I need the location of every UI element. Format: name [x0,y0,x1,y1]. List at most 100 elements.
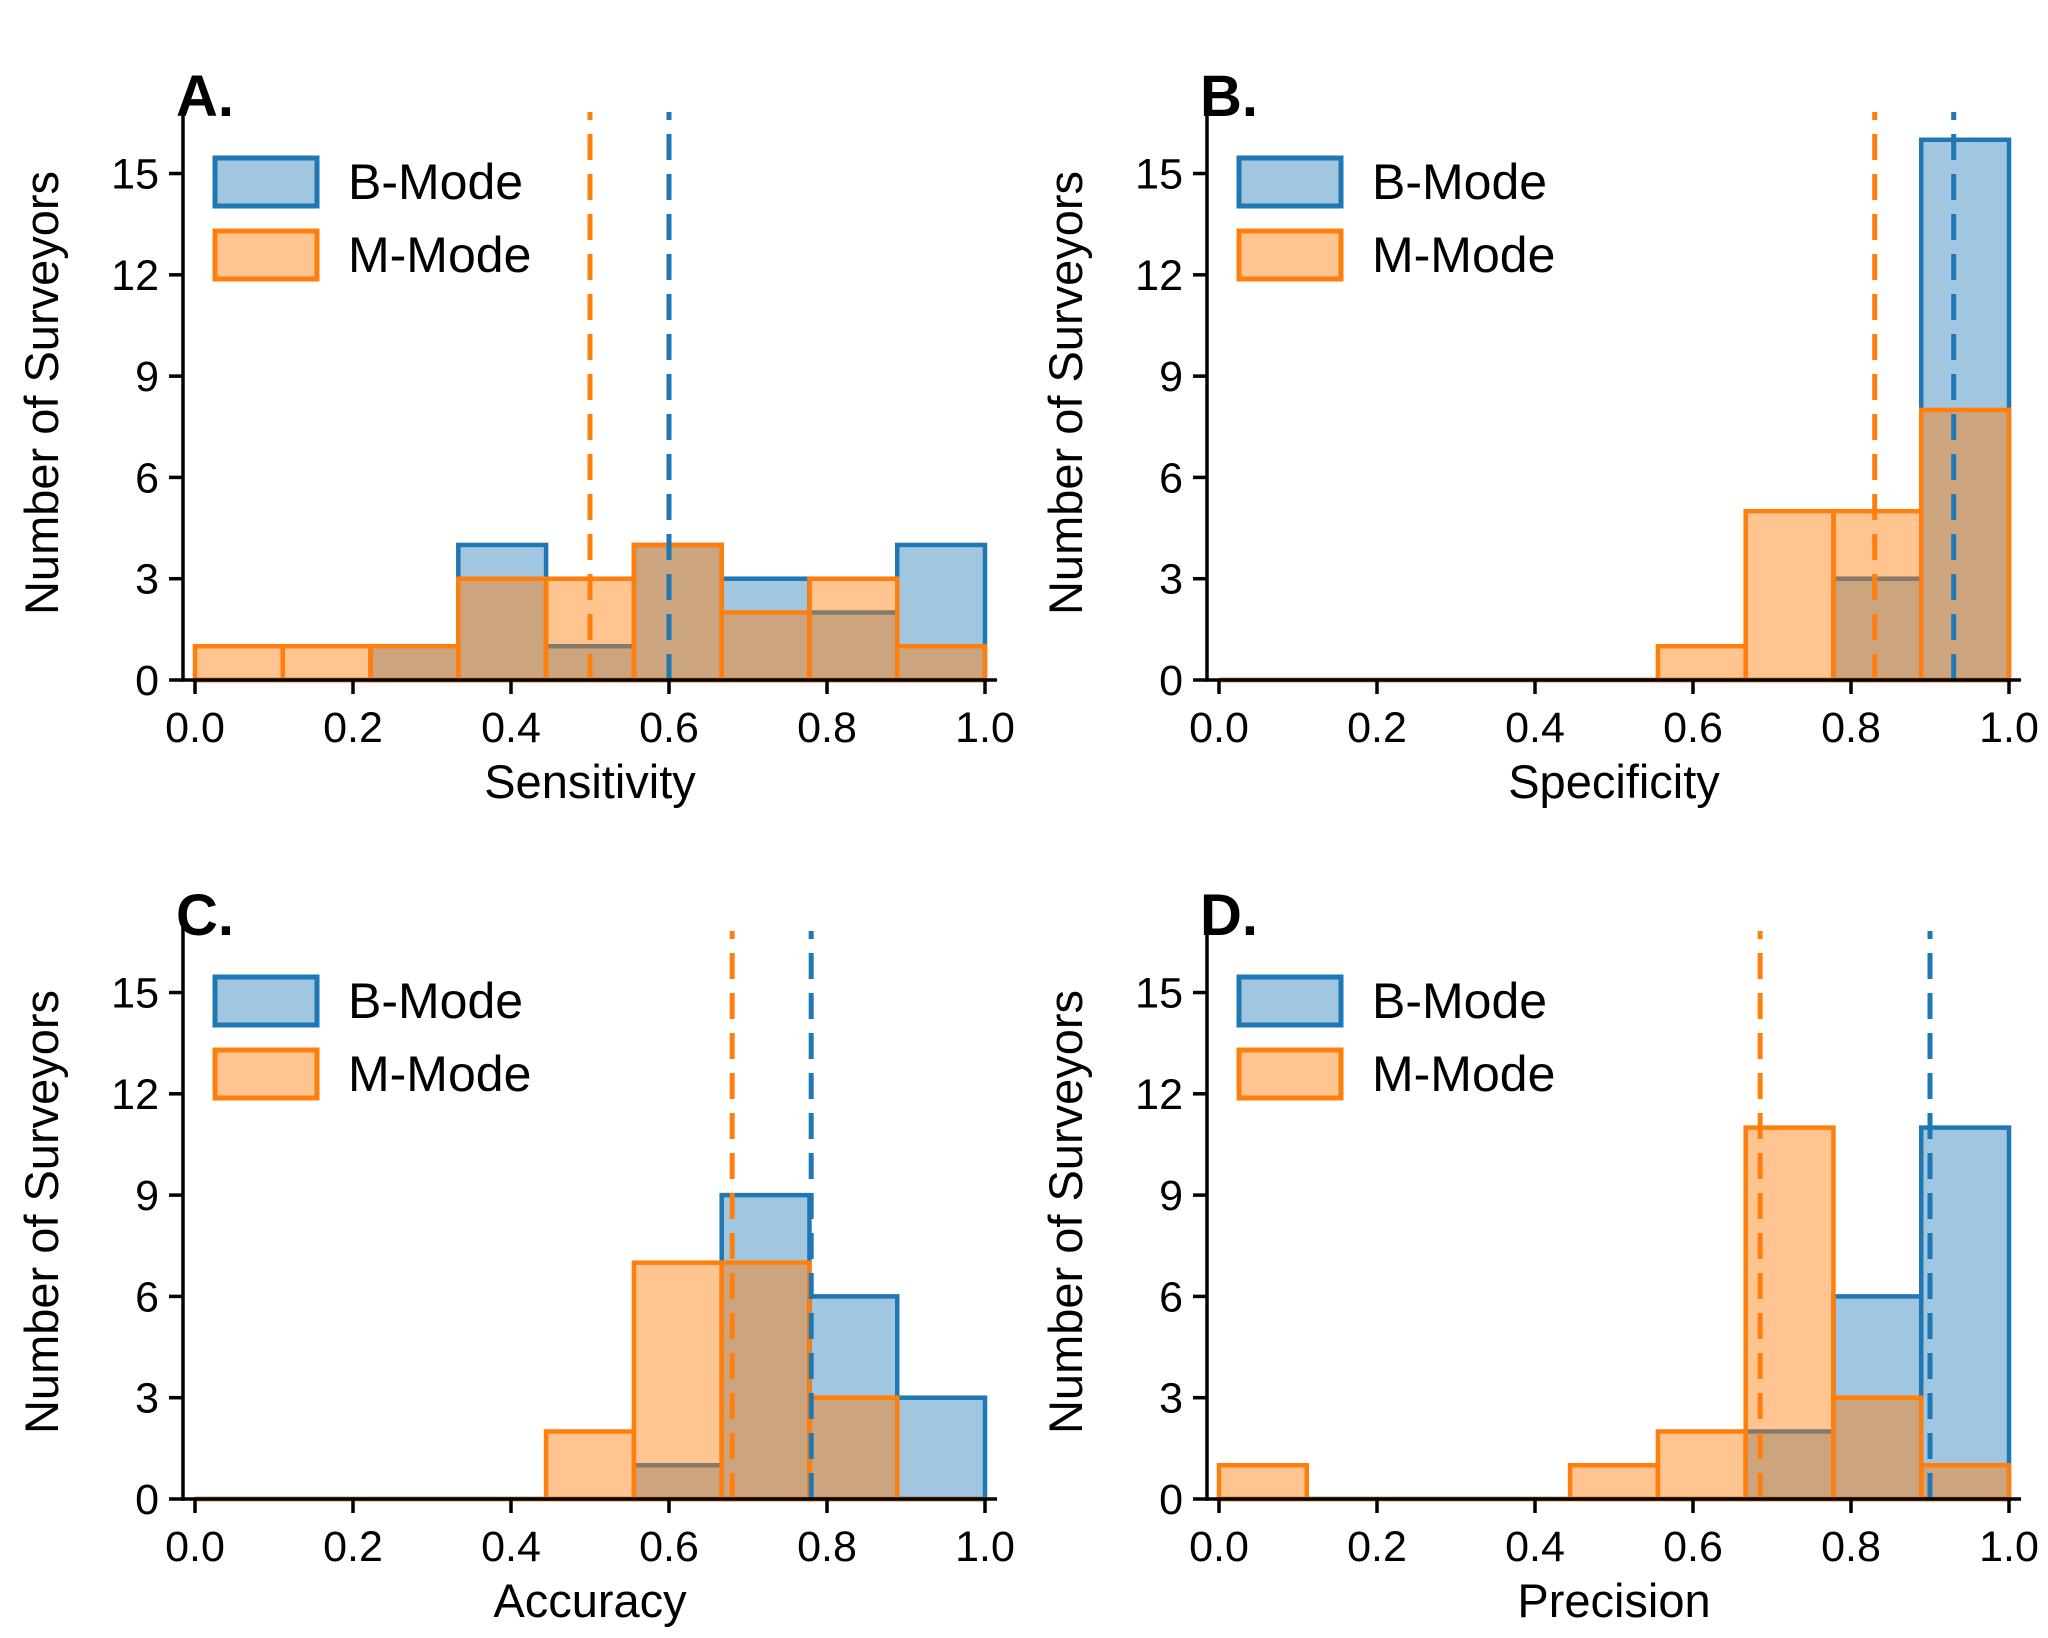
b-mode-bar-fill [633,1465,722,1499]
panel-c-accuracy: 0.0 0.2 0.4 0.6 0.8 1.0 0 3 6 9 12 15 Accuracy Number… [0,819,1024,1638]
y-tick-label: 9 [1159,1172,1183,1220]
legend-label: B-Mode [1372,973,1547,1029]
y-tick-label: 6 [1159,454,1183,502]
m-mode-legend-swatch [1236,228,1344,282]
y-tick-label: 12 [1135,252,1183,300]
y-tick-label: 15 [111,970,159,1018]
m-mode-bar-fill [1833,1397,1922,1499]
panel-letter: C. [176,883,234,948]
y-axis-title: Number of Surveyors [1039,990,1092,1434]
x-tick-label: 0.8 [797,704,857,752]
b-mode-bar-fill [897,1397,985,1499]
b-mode-bar-fill [897,544,985,680]
x-tick-label: 0.0 [165,1523,225,1571]
y-tick-label: 12 [1135,1071,1183,1119]
y-tick-label: 12 [111,252,159,300]
legend-label: B-Mode [1372,154,1547,210]
m-mode-bar-fill [1921,1465,2009,1499]
m-mode-legend-swatch [1236,1047,1344,1101]
sensitivity-histogram: 0.0 0.2 0.4 0.6 0.8 1.0 0 3 6 9 12 15 Sensitivity Num… [15,64,1015,808]
legend-label: M-Mode [1372,227,1555,283]
y-tick-label: 3 [135,556,159,604]
m-mode-bar-fill [370,646,459,680]
y-tick-label: 15 [111,151,159,199]
m-mode-legend-swatch [212,1047,320,1101]
b-mode-legend-swatch [212,974,320,1028]
m-mode-bar-fill [546,1431,634,1499]
y-tick-label: 15 [1135,970,1183,1018]
x-tick-label: 0.6 [639,1523,699,1571]
specificity-histogram: 0.0 0.2 0.4 0.6 0.8 1.0 0 3 6 9 12 15 Specificity Num… [1039,64,2039,808]
precision-histogram: 0.0 0.2 0.4 0.6 0.8 1.0 0 3 6 9 12 15 Precision Numbe… [1039,883,2039,1627]
panel-b-specificity: 0.0 0.2 0.4 0.6 0.8 1.0 0 3 6 9 12 15 Specificity Num… [1024,0,2048,819]
b-mode-bar-fill [1921,1127,2009,1499]
y-tick-label: 15 [1135,151,1183,199]
y-tick-label: 0 [1159,1476,1183,1524]
legend: B-Mode M-Mode [212,154,531,283]
x-tick-label: 0.4 [481,1523,541,1571]
legend-label: B-Mode [348,154,523,210]
y-tick-label: 6 [135,1273,159,1321]
x-tick-label: 0.2 [323,1523,383,1571]
m-mode-bar-fill [1657,1431,1746,1499]
b-mode-bar-fill [458,544,547,680]
y-axis-title: Number of Surveyors [15,990,68,1434]
accuracy-histogram: 0.0 0.2 0.4 0.6 0.8 1.0 0 3 6 9 12 15 Accuracy Number… [15,883,1015,1627]
m-mode-bar-fill [282,646,371,680]
b-mode-legend-swatch [1236,974,1344,1028]
b-mode-legend-swatch [1236,155,1344,209]
x-tick-label: 0.6 [1663,1523,1723,1571]
m-mode-bar-fill [721,612,810,680]
x-tick-label: 0.8 [1821,704,1881,752]
m-mode-bar-fill [633,544,722,680]
y-tick-label: 3 [1159,1375,1183,1423]
x-axis-title: Accuracy [493,1574,687,1627]
y-tick-label: 0 [135,657,159,705]
x-tick-label: 0.0 [1189,704,1249,752]
panel-letter: A. [176,64,234,129]
panel-letter: D. [1200,883,1258,948]
y-tick-label: 0 [135,1476,159,1524]
b-mode-bar-fill [1833,578,1922,680]
b-mode-legend-swatch [212,155,320,209]
y-tick-label: 9 [1159,353,1183,401]
x-tick-label: 0.6 [639,704,699,752]
y-tick-label: 3 [1159,556,1183,604]
legend: B-Mode M-Mode [212,973,531,1102]
panel-d-precision: 0.0 0.2 0.4 0.6 0.8 1.0 0 3 6 9 12 15 Precision Numbe… [1024,819,2048,1638]
m-mode-legend-swatch [212,228,320,282]
m-mode-bar-fill [1921,409,2009,680]
m-mode-bar-fill [1833,511,1922,680]
m-mode-bar-fill [1745,511,1834,680]
x-axis-title: Precision [1517,1574,1710,1627]
y-tick-label: 9 [135,1172,159,1220]
b-mode-bar-fill [721,578,810,680]
x-tick-label: 1.0 [955,1523,1015,1571]
y-tick-label: 12 [111,1071,159,1119]
x-tick-label: 0.6 [1663,704,1723,752]
b-mode-bar-fill [809,612,898,680]
m-mode-bar-fill [633,1262,722,1499]
m-mode-bar-fill [1570,1465,1658,1499]
m-mode-bar-fill [1219,1465,1307,1499]
legend-label: M-Mode [1372,1046,1555,1102]
x-tick-label: 0.8 [1821,1523,1881,1571]
m-mode-bar-fill [195,646,283,680]
b-mode-bar-fill [370,646,459,680]
x-axis-title: Sensitivity [484,755,696,808]
x-tick-label: 1.0 [1979,704,2039,752]
y-tick-label: 3 [135,1375,159,1423]
x-tick-label: 1.0 [1979,1523,2039,1571]
m-mode-bar-fill [1657,646,1746,680]
panel-a-sensitivity: 0.0 0.2 0.4 0.6 0.8 1.0 0 3 6 9 12 15 Sensitivity Num… [0,0,1024,819]
x-tick-label: 0.2 [1347,1523,1407,1571]
m-mode-bar-fill [721,1262,810,1499]
x-tick-label: 0.8 [797,1523,857,1571]
x-tick-label: 0.2 [323,704,383,752]
x-tick-label: 0.4 [1505,1523,1565,1571]
x-tick-label: 0.0 [165,704,225,752]
y-tick-label: 0 [1159,657,1183,705]
y-tick-label: 6 [135,454,159,502]
legend: B-Mode M-Mode [1236,973,1555,1102]
